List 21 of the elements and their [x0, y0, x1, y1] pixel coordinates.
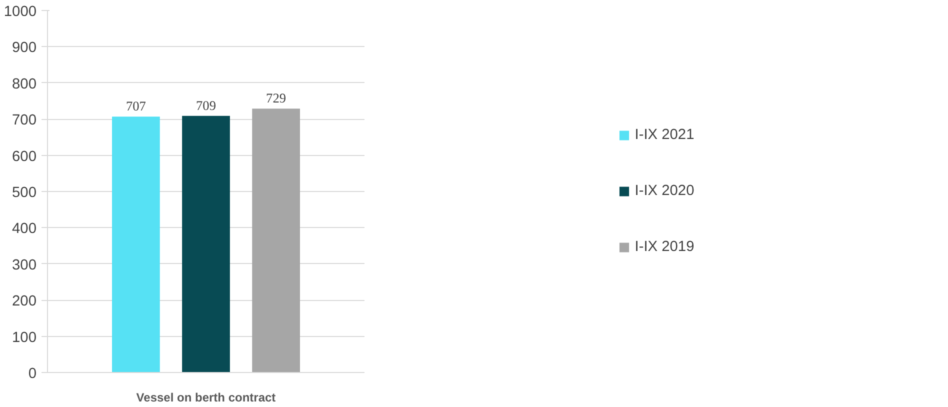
y-tick-label: 100 [12, 330, 37, 346]
x-tick-label: Vessel on berth contract [136, 390, 276, 404]
y-tick-label: 600 [12, 148, 37, 165]
data-label: 729 [266, 90, 286, 106]
y-tick-label: 900 [12, 40, 37, 56]
data-label: 709 [196, 98, 216, 113]
y-tick-label: 0 [28, 366, 37, 382]
bar [182, 116, 230, 372]
legend-label: I-IX 2021 [634, 127, 694, 143]
y-tick-label: 1000 [4, 4, 37, 20]
y-tick-label: 700 [12, 112, 37, 129]
data-label: 707 [126, 98, 146, 114]
bar [252, 108, 300, 372]
bar [112, 116, 160, 372]
y-tick-label: 300 [12, 257, 37, 274]
y-tick-label: 200 [12, 294, 37, 310]
legend-label: I-IX 2019 [634, 239, 694, 255]
y-tick-label: 500 [12, 185, 37, 201]
y-tick-label: 400 [12, 221, 37, 238]
legend-label: I-IX 2020 [634, 183, 694, 199]
y-tick-label: 800 [12, 76, 37, 92]
